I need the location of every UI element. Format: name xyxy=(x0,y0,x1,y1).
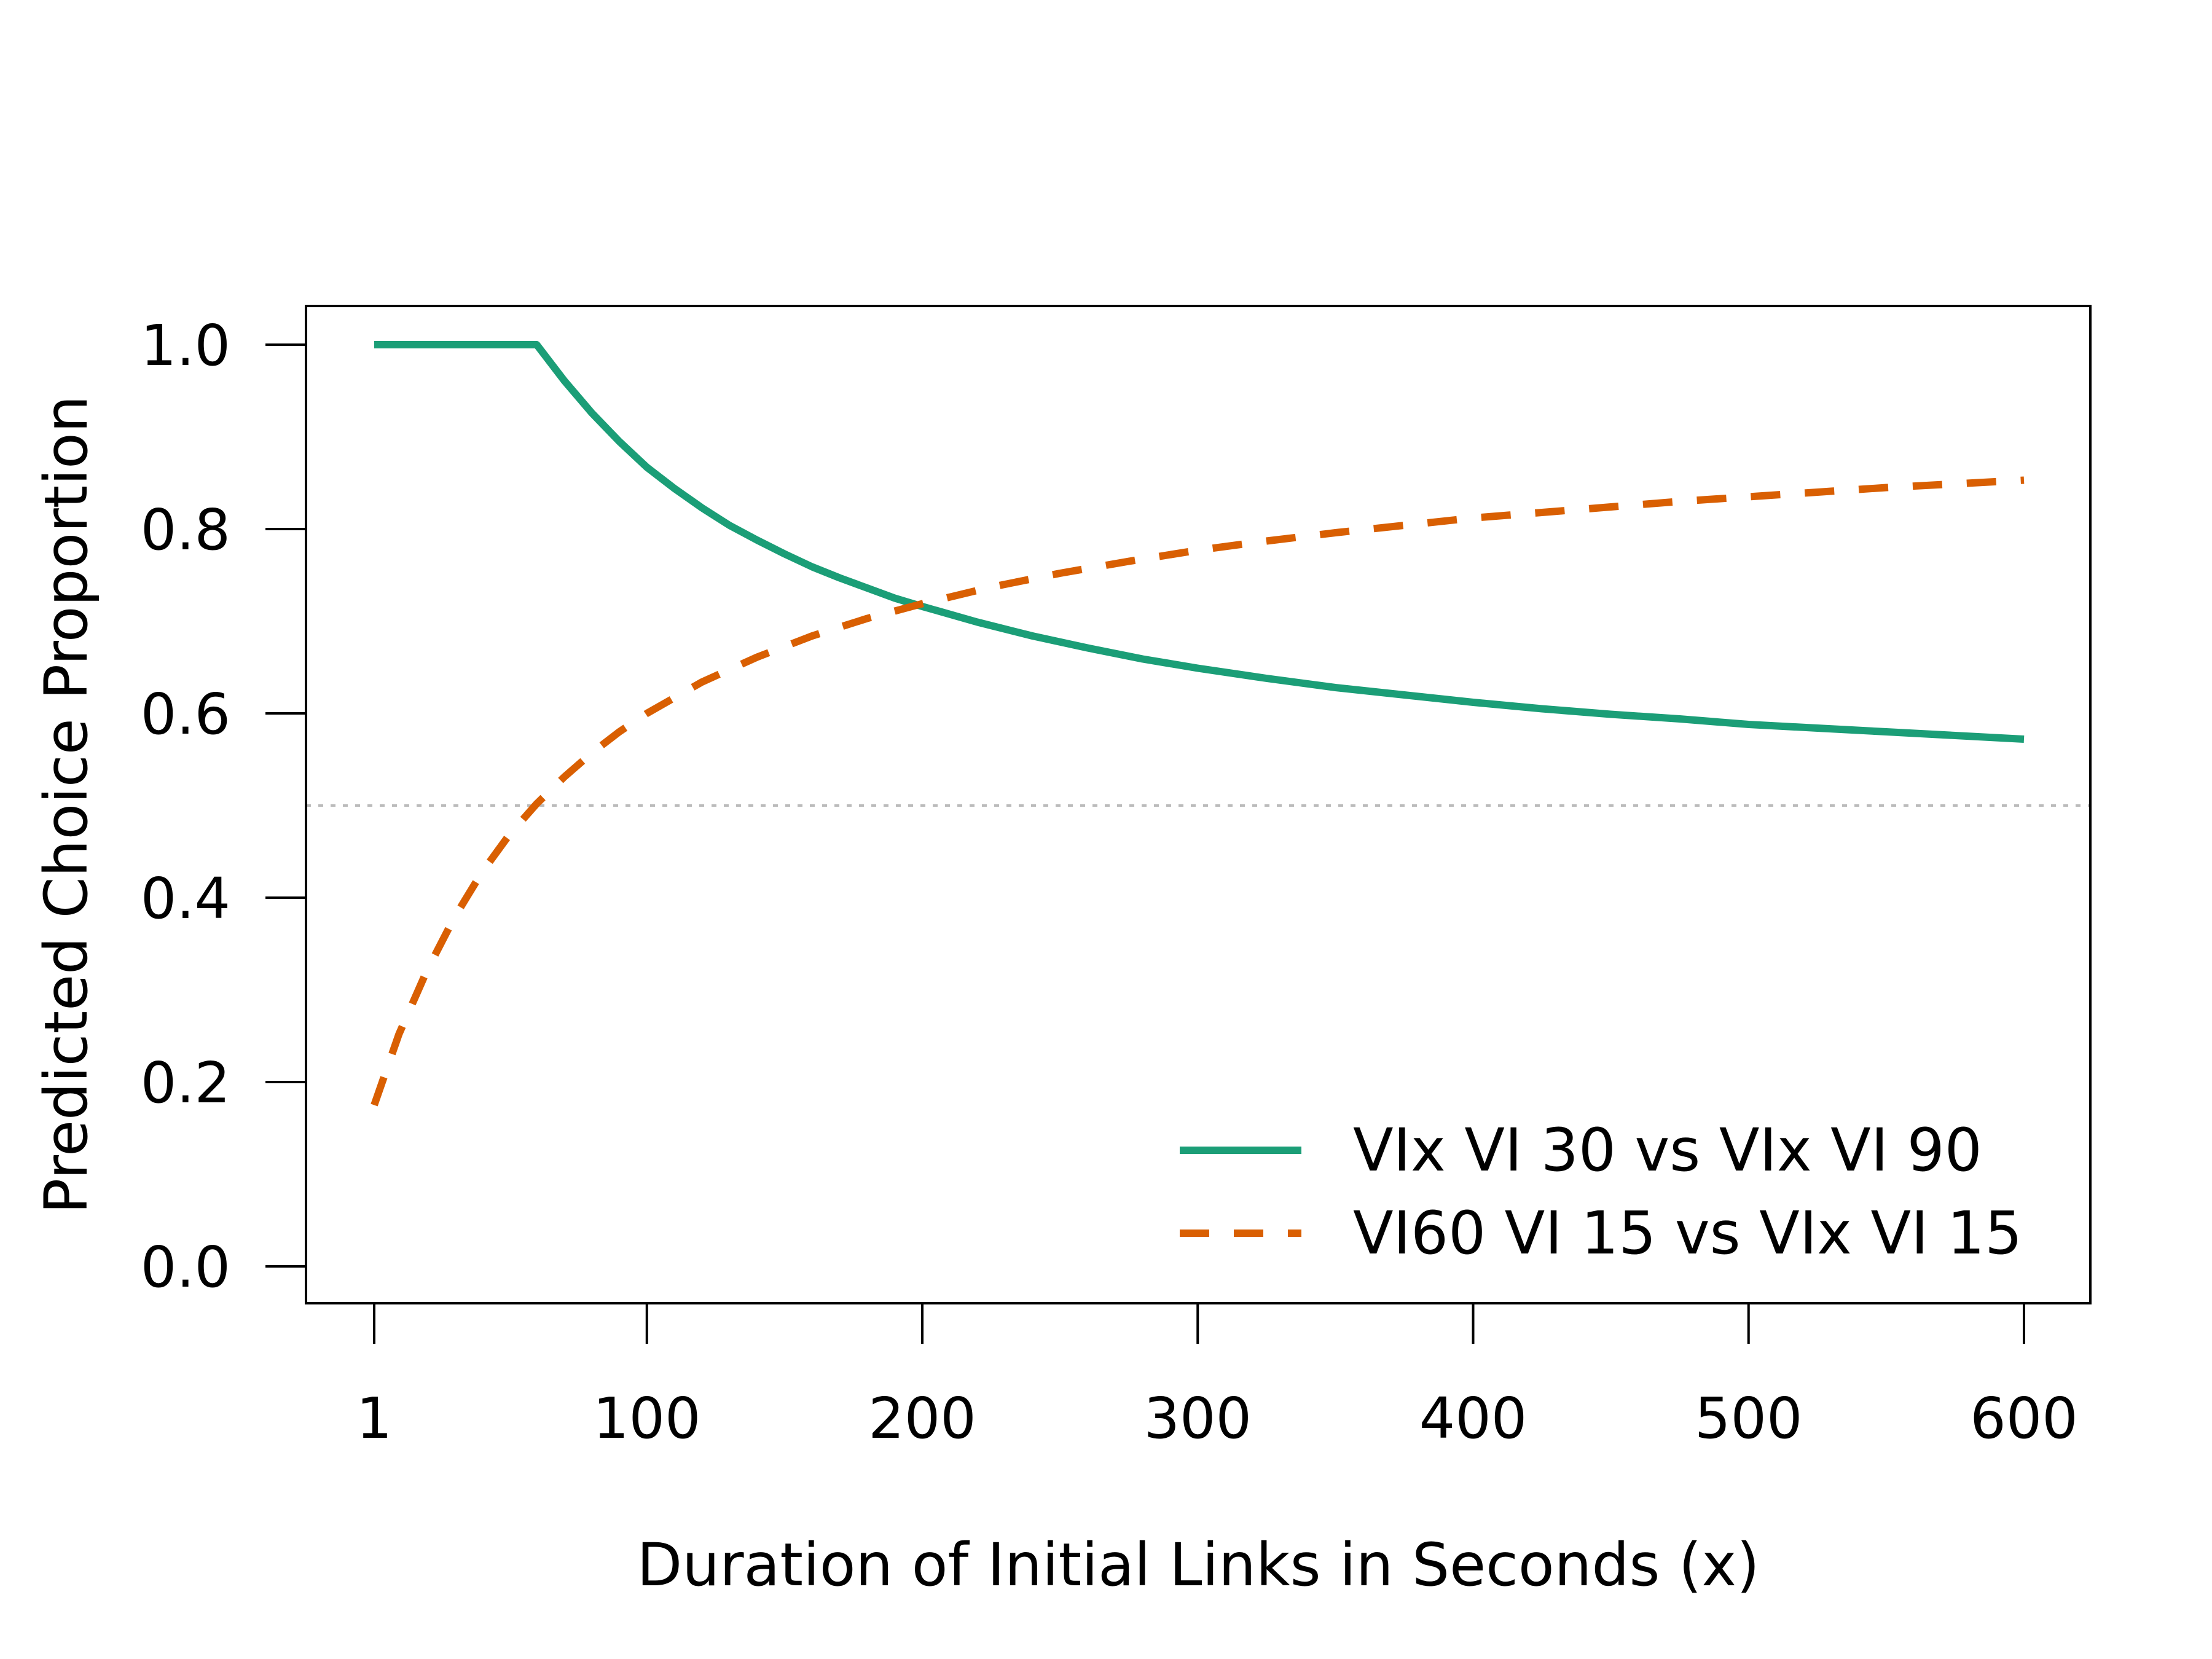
y-tick-label: 0.0 xyxy=(141,1234,230,1300)
series-line-2 xyxy=(371,476,2025,1107)
x-tick-label: 400 xyxy=(1419,1386,1528,1451)
y-tick-label: 0.4 xyxy=(141,866,230,931)
series-layer xyxy=(371,341,2025,1107)
x-axis-title: Duration of Initial Links in Seconds (x) xyxy=(637,1531,1759,1599)
y-axis: 0.0 0.2 0.4 0.6 0.8 1.0 xyxy=(141,313,307,1300)
y-tick-label: 0.8 xyxy=(141,497,230,563)
legend-label-series-2: VI60 VI 15 vs VIx VI 15 xyxy=(1353,1199,2022,1268)
x-tick-label: 1 xyxy=(356,1386,393,1451)
x-axis: 1 100 200 300 400 500 600 xyxy=(356,1302,2078,1451)
legend: VIx VI 30 vs VIx VI 90 VI60 VI 15 vs VIx… xyxy=(1180,1116,2022,1268)
x-tick-label: 500 xyxy=(1695,1386,1803,1451)
x-tick-label: 600 xyxy=(1970,1386,2078,1451)
y-tick-label: 0.2 xyxy=(141,1050,230,1116)
x-tick-label: 200 xyxy=(868,1386,976,1451)
x-tick-label: 100 xyxy=(593,1386,701,1451)
y-tick-label: 0.6 xyxy=(141,681,230,747)
y-tick-label: 1.0 xyxy=(141,313,230,378)
x-tick-label: 300 xyxy=(1143,1386,1252,1451)
y-axis-title: Predicted Choice Proportion xyxy=(32,395,101,1214)
legend-label-series-1: VIx VI 30 vs VIx VI 90 xyxy=(1353,1116,1982,1185)
